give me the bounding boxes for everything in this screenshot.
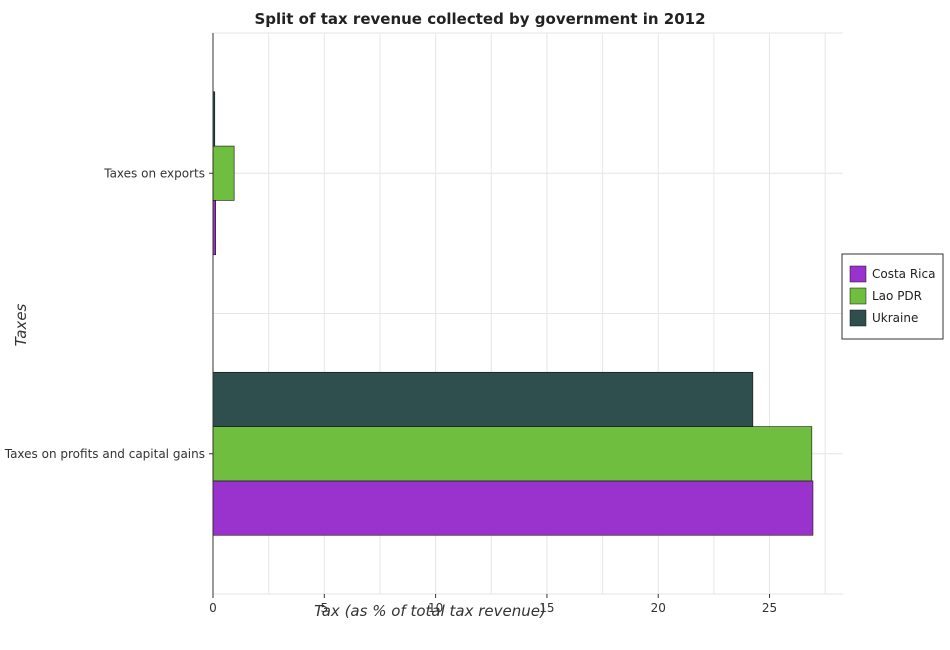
chart-title: Split of tax revenue collected by govern…	[254, 10, 705, 28]
legend-swatch	[849, 265, 867, 283]
bars	[212, 91, 814, 536]
bar	[212, 145, 235, 201]
bar	[212, 480, 814, 536]
legend-label: Ukraine	[872, 311, 918, 325]
bar	[212, 426, 813, 482]
plot-area: Taxes on exports Taxes on profits and cap…	[4, 32, 843, 615]
y-axis-label: Taxes	[12, 303, 30, 346]
x-tick-label: 15	[539, 601, 554, 615]
legend: Costa Rica Lao PDR Ukraine	[841, 253, 944, 340]
y-tick-label: Taxes on profits and capital gains	[4, 447, 205, 461]
y-tick-label: Taxes on exports	[103, 166, 205, 180]
bar	[212, 371, 754, 427]
x-tick-label: 10	[428, 601, 443, 615]
axes: Taxes on exports Taxes on profits and cap…	[4, 33, 777, 615]
x-tick-label: 5	[320, 601, 328, 615]
legend-swatch	[849, 287, 867, 305]
x-tick-label: 0	[209, 601, 217, 615]
x-axis-label: Tax (as % of total tax revenue)	[314, 602, 546, 620]
x-tick-label: 25	[762, 601, 777, 615]
legend-swatch	[849, 309, 867, 327]
x-tick-label: 20	[651, 601, 666, 615]
legend-label: Lao PDR	[872, 289, 922, 303]
legend-label: Costa Rica	[872, 267, 935, 281]
